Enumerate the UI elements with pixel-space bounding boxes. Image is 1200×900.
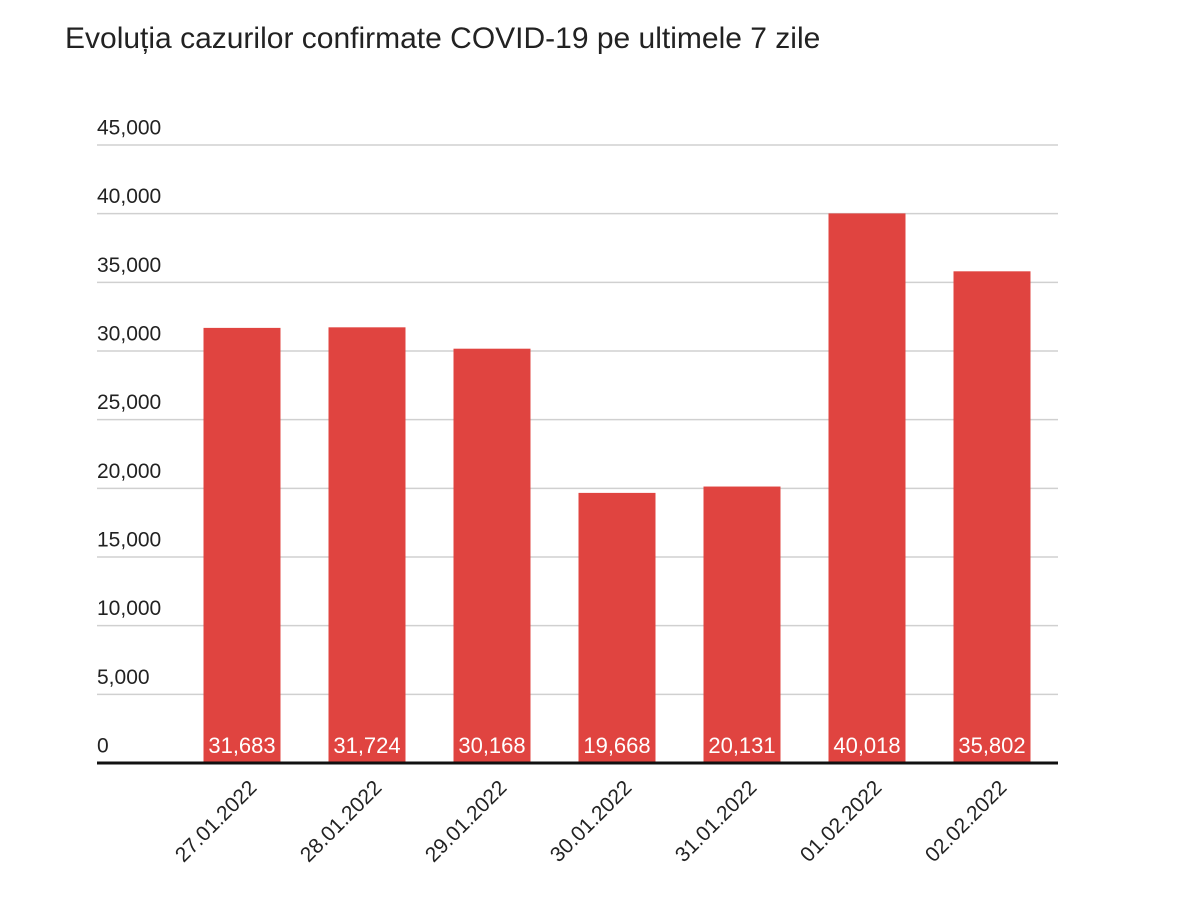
x-tick-label: 30.01.2022 (546, 776, 637, 867)
value-label: 30,168 (458, 733, 525, 758)
bar (328, 327, 406, 763)
y-tick-label: 0 (97, 735, 109, 758)
value-label: 35,802 (958, 733, 1025, 758)
value-label: 20,131 (708, 733, 775, 758)
bar (828, 213, 906, 764)
bar (703, 486, 781, 763)
bar (578, 492, 656, 763)
x-tick-label: 02.02.2022 (921, 776, 1012, 867)
x-tick-label: 29.01.2022 (421, 776, 512, 867)
y-tick-label: 45,000 (97, 117, 161, 140)
value-label: 31,724 (333, 733, 400, 758)
y-tick-label: 15,000 (97, 529, 161, 552)
y-tick-label: 30,000 (97, 323, 161, 346)
value-label: 40,018 (833, 733, 900, 758)
x-tick-label: 31.01.2022 (671, 776, 762, 867)
x-tick-label: 27.01.2022 (171, 776, 262, 867)
bar (203, 327, 281, 763)
y-tick-label: 35,000 (97, 254, 161, 277)
y-tick-label: 25,000 (97, 391, 161, 414)
chart-title: Evoluția cazurilor confirmate COVID-19 p… (65, 22, 820, 55)
y-tick-label: 40,000 (97, 185, 161, 208)
y-tick-label: 10,000 (97, 597, 161, 620)
y-tick-label: 20,000 (97, 460, 161, 483)
bar (453, 348, 531, 763)
value-label: 31,683 (208, 733, 275, 758)
x-tick-label: 01.02.2022 (796, 776, 887, 867)
value-label: 19,668 (583, 733, 650, 758)
x-tick-label: 28.01.2022 (296, 776, 387, 867)
y-tick-label: 5,000 (97, 666, 150, 689)
bar (953, 271, 1031, 763)
